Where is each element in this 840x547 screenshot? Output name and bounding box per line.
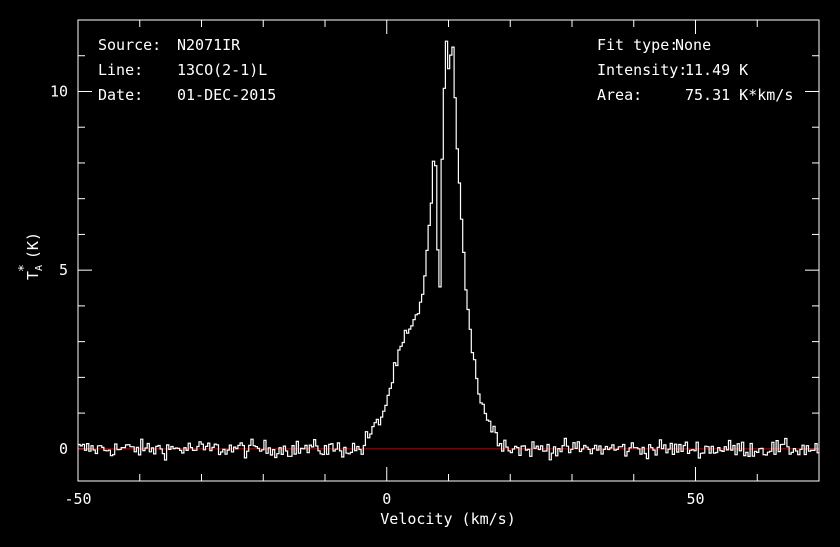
intensity-label: Intensity: bbox=[597, 61, 687, 79]
y-axis-label-unit: (K) bbox=[24, 232, 42, 259]
y-axis-label: TA* (K) bbox=[17, 232, 45, 280]
source-label: Source: bbox=[98, 36, 161, 54]
y-axis-label-superscript: * bbox=[17, 264, 32, 272]
x-tick-label: 0 bbox=[382, 490, 391, 508]
intensity-value: 11.49 K bbox=[685, 61, 748, 79]
spectrum-series-line bbox=[78, 40, 819, 461]
plot-frame bbox=[77, 19, 820, 482]
x-tick-label: -50 bbox=[64, 490, 91, 508]
x-tick-label: 50 bbox=[686, 490, 704, 508]
y-axis-label-subscript: A bbox=[34, 265, 45, 271]
x-axis-label: Velocity (km/s) bbox=[380, 510, 515, 528]
data-layer bbox=[78, 40, 819, 461]
line-value: 13CO(2-1)L bbox=[177, 61, 267, 79]
svg-text:TA*(K): TA* (K) bbox=[17, 232, 45, 280]
date-value: 01-DEC-2015 bbox=[177, 86, 276, 104]
fit-type-label: Fit type: bbox=[597, 36, 678, 54]
y-tick-label: 0 bbox=[59, 440, 68, 458]
date-label: Date: bbox=[98, 86, 143, 104]
source-value: N2071IR bbox=[177, 36, 241, 54]
y-tick-label: 5 bbox=[59, 261, 68, 279]
area-label: Area: bbox=[597, 86, 642, 104]
y-axis-label-symbol: T bbox=[24, 271, 42, 280]
fit-type-value: None bbox=[675, 36, 711, 54]
line-label: Line: bbox=[98, 61, 143, 79]
area-value: 75.31 K*km/s bbox=[685, 86, 793, 104]
y-tick-label: 10 bbox=[50, 82, 68, 100]
axis-ticks: -50 0 50 0 5 10 bbox=[50, 20, 820, 508]
